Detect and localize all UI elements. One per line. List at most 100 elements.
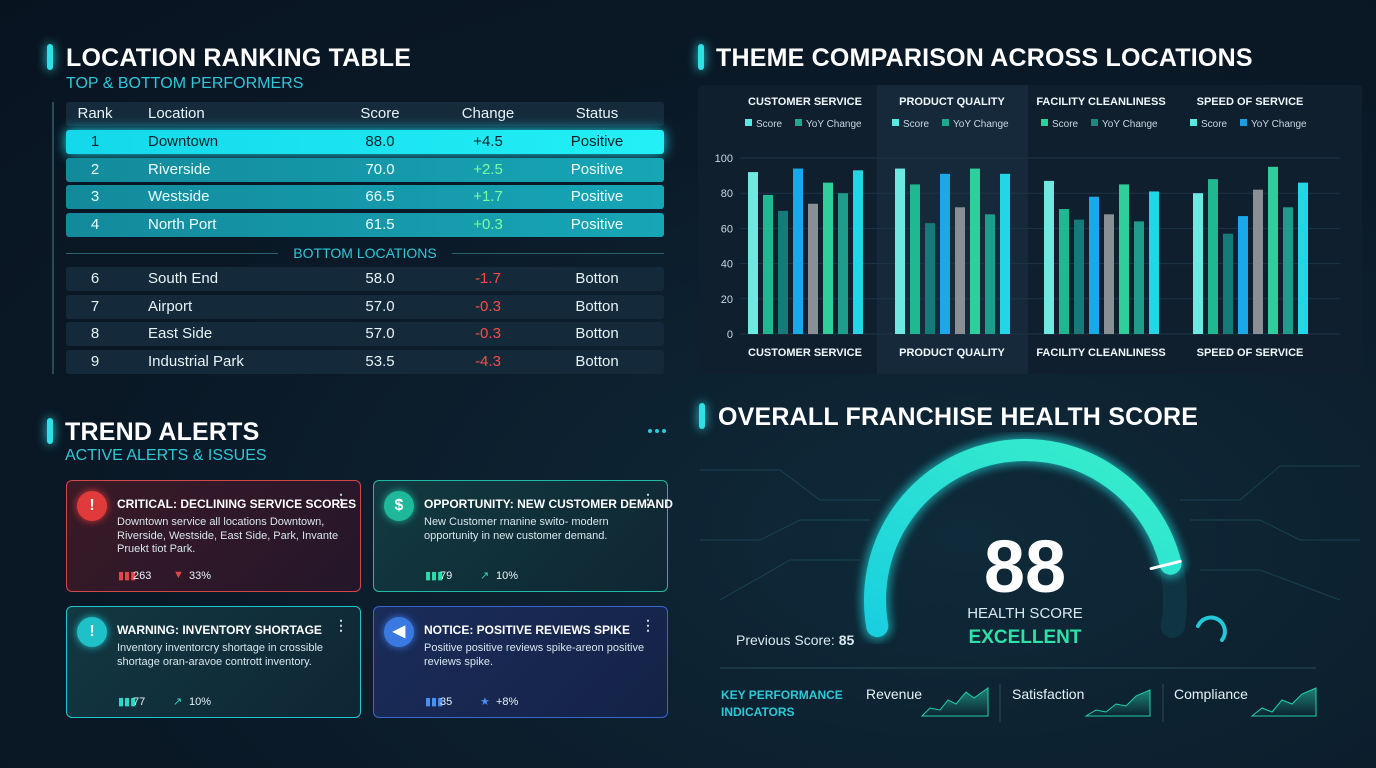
table-row: 8 East Side 57.0 -0.3 Botton bbox=[66, 322, 664, 346]
bar bbox=[853, 170, 863, 334]
table-row: 4 North Port 61.5 +0.3 Positive bbox=[66, 212, 664, 237]
y-tick-label: 40 bbox=[721, 259, 733, 271]
y-tick-label: 80 bbox=[721, 188, 733, 200]
alert-count: 263 bbox=[133, 570, 152, 582]
legend-label: YoY Change bbox=[953, 119, 1009, 130]
bar bbox=[955, 207, 965, 334]
table-row: 2 Riverside 70.0 +2.5 Positive bbox=[66, 157, 664, 182]
legend-swatch bbox=[795, 119, 802, 126]
table-cell: Botton bbox=[575, 325, 619, 342]
table-cell: Botton bbox=[575, 352, 619, 370]
legend-swatch bbox=[1190, 119, 1197, 126]
change-icon: ★ bbox=[480, 696, 490, 708]
legend-label: Score bbox=[1201, 119, 1228, 130]
sparkline bbox=[920, 687, 989, 717]
bar bbox=[838, 193, 848, 334]
table-cell: Positive bbox=[570, 133, 624, 150]
panel-title: PRODUCT QUALITY bbox=[899, 96, 1005, 108]
bar bbox=[1149, 191, 1159, 334]
bar bbox=[1134, 221, 1144, 334]
bar bbox=[1104, 214, 1114, 334]
table-cell: North Port bbox=[148, 215, 217, 233]
legend-label: Score bbox=[903, 119, 930, 130]
legend-swatch bbox=[1041, 119, 1048, 126]
panel-title: CUSTOMER SERVICE bbox=[748, 96, 862, 108]
alert-body: Inventory inventorcry shortage in crossi… bbox=[117, 642, 324, 668]
table-row: 6 South End 58.0 -1.7 Botton bbox=[66, 267, 664, 291]
menu-dot bbox=[648, 429, 652, 433]
table-cell: Riverside bbox=[148, 160, 211, 178]
menu-dots: ⋮ bbox=[641, 491, 655, 507]
stat-icon: ▮▮▮ bbox=[118, 696, 137, 708]
table-cell: Positive bbox=[570, 215, 624, 233]
table-cell: 66.5 bbox=[365, 188, 395, 205]
x-tick-label: CUSTOMER SERVICE bbox=[748, 347, 862, 359]
table-cell: -0.3 bbox=[475, 325, 501, 342]
alert-change: +8% bbox=[496, 696, 519, 708]
y-tick-label: 60 bbox=[721, 223, 733, 235]
table-cell: 9 bbox=[90, 352, 100, 370]
bar bbox=[1074, 219, 1084, 334]
table-cell: Airport bbox=[148, 297, 193, 315]
table-cell: Score bbox=[360, 105, 400, 122]
bar bbox=[1089, 196, 1099, 334]
table-cell: -4.3 bbox=[475, 352, 501, 370]
previous-label: Previous Score: bbox=[736, 632, 835, 648]
table-cell: Westside bbox=[148, 188, 210, 205]
alert-title: OPPORTUNITY: NEW CUSTOMER DEMAND bbox=[424, 497, 673, 511]
section-subtitle: TOP & BOTTOM PERFORMERS bbox=[66, 75, 304, 92]
kpi-name: Satisfaction bbox=[1012, 686, 1085, 702]
table-cell: -0.3 bbox=[475, 297, 501, 315]
legend-label: Score bbox=[1052, 119, 1079, 130]
table-cell: South End bbox=[148, 270, 219, 287]
gauge-value bbox=[864, 439, 1182, 638]
table-row: 3 Westside 66.5 +1.7 Positive bbox=[66, 185, 664, 209]
alert-body: Downtown service all locations Downtown,… bbox=[117, 516, 339, 555]
legend-label: YoY Change bbox=[1102, 119, 1158, 130]
bar bbox=[1253, 189, 1263, 334]
table-cell: 8 bbox=[90, 325, 100, 342]
table-cell: Status bbox=[575, 105, 619, 122]
table-cell: +0.3 bbox=[473, 215, 503, 233]
bar bbox=[793, 168, 803, 334]
alert-change: 33% bbox=[189, 570, 212, 582]
table-cell: Change bbox=[461, 105, 515, 122]
alert-icon: ! bbox=[77, 491, 107, 521]
table-cell: 88.0 bbox=[365, 133, 395, 150]
stat-icon: ▮▮▮ bbox=[118, 570, 137, 582]
circuit bbox=[700, 469, 880, 501]
table-cell: 58.0 bbox=[365, 270, 395, 287]
bar bbox=[823, 182, 833, 334]
alert-icon: ◀ bbox=[384, 617, 414, 647]
alert-icon: ! bbox=[77, 617, 107, 647]
legend-swatch bbox=[1240, 119, 1247, 126]
table-cell: +2.5 bbox=[473, 160, 503, 178]
bar bbox=[1119, 184, 1129, 334]
accent bbox=[47, 44, 53, 70]
y-tick-label: 20 bbox=[721, 294, 733, 306]
table-cell: Botton bbox=[575, 270, 619, 287]
legend-swatch bbox=[745, 119, 752, 126]
circuit-lines bbox=[700, 465, 1360, 601]
health-score: 88 bbox=[984, 525, 1066, 608]
health-label: HEALTH SCORE bbox=[967, 605, 1083, 622]
kpi-name: Revenue bbox=[866, 686, 923, 702]
spinner bbox=[1196, 615, 1227, 642]
table-cell: Botton bbox=[575, 297, 619, 315]
table-cell: 2 bbox=[90, 160, 100, 178]
bar bbox=[763, 194, 773, 334]
bar bbox=[808, 203, 818, 334]
table-row: Rank Location Score Change Status bbox=[66, 102, 664, 126]
section-title: OVERALL FRANCHISE HEALTH SCORE bbox=[718, 403, 1199, 431]
bar bbox=[1298, 182, 1308, 334]
x-tick-label: FACILITY CLEANLINESS bbox=[1036, 347, 1165, 359]
accent bbox=[699, 403, 705, 429]
bar bbox=[1059, 209, 1069, 334]
stat-icon: ▮▮▮ bbox=[425, 696, 444, 708]
alert-count: 79 bbox=[440, 570, 453, 582]
menu-dots: ⋮ bbox=[641, 617, 655, 633]
chart-title: THEME COMPARISON ACROSS LOCATIONS bbox=[716, 44, 1253, 72]
previous-score: Previous Score: 85 bbox=[736, 632, 854, 648]
table-cell: Positive bbox=[570, 160, 624, 178]
